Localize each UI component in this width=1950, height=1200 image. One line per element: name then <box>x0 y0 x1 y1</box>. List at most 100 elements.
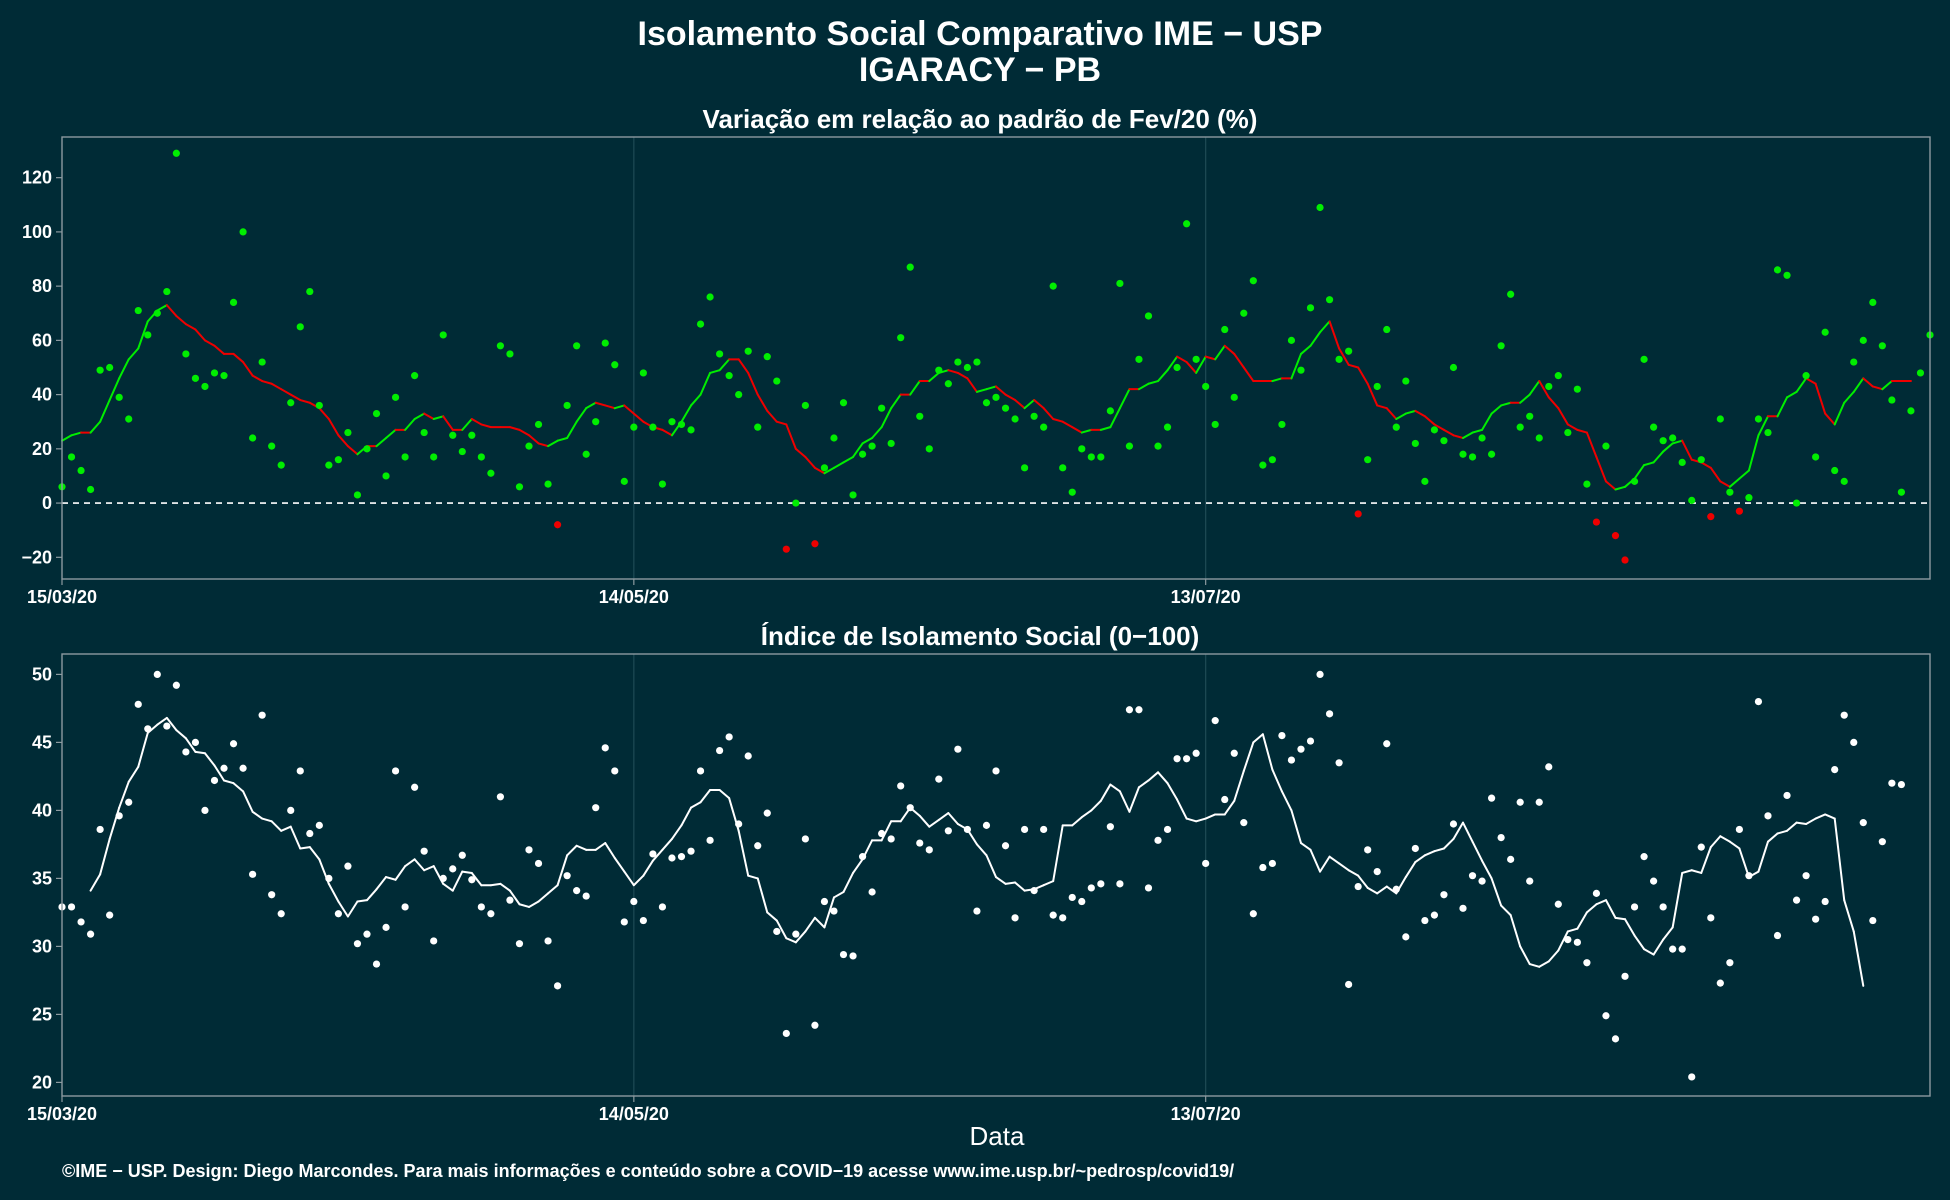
data-point <box>134 306 142 315</box>
trend-line-segment <box>1757 840 1769 873</box>
data-point <box>1630 477 1639 485</box>
data-point <box>687 426 695 434</box>
trend-line-segment <box>137 731 149 768</box>
trend-line-segment <box>1500 401 1512 407</box>
trend-line-segment <box>308 846 321 861</box>
data-point <box>1364 456 1372 464</box>
data-point <box>1049 911 1057 919</box>
data-point <box>430 937 438 945</box>
data-point <box>306 287 314 296</box>
data-point <box>96 366 104 374</box>
panel-frame <box>61 653 1931 1097</box>
trend-line-segment <box>813 916 826 929</box>
data-point <box>1249 277 1257 285</box>
data-point <box>106 911 114 919</box>
trend-line-segment <box>1157 771 1169 785</box>
trend-line-segment <box>1176 355 1188 364</box>
data-point <box>1802 372 1810 380</box>
data-point <box>1459 904 1467 912</box>
trend-line-segment <box>1624 918 1636 937</box>
data-point <box>1630 903 1639 911</box>
data-point <box>878 829 886 838</box>
trend-line-segment <box>1185 361 1198 374</box>
trend-line-segment <box>1004 393 1017 402</box>
data-point <box>1259 863 1267 872</box>
trend-line-segment <box>1423 415 1436 426</box>
trend-line-segment <box>909 380 921 396</box>
data-point <box>258 358 266 366</box>
data-point <box>1688 496 1696 504</box>
data-point <box>1116 880 1124 888</box>
data-point <box>620 918 628 926</box>
data-point <box>1287 336 1296 344</box>
trend-line-segment <box>1566 423 1579 431</box>
trend-line-segment <box>508 426 521 431</box>
data-point <box>1869 916 1877 925</box>
data-point <box>982 399 991 407</box>
data-point <box>1011 415 1019 423</box>
trend-line-segment <box>1814 813 1827 820</box>
trend-line-segment <box>871 426 883 439</box>
trend-line-segment <box>61 434 73 442</box>
data-point <box>1306 304 1315 312</box>
data-point <box>1840 477 1848 485</box>
trend-line-segment <box>518 428 530 437</box>
data-point <box>1535 798 1543 806</box>
data-point <box>1745 494 1753 502</box>
trend-line-segment <box>718 358 731 372</box>
data-point <box>439 874 447 883</box>
data-point <box>1449 363 1458 372</box>
data-point <box>925 846 933 854</box>
data-point <box>754 842 762 850</box>
trend-line-segment <box>1014 881 1026 892</box>
panel2-title: Índice de Isolamento Social (0−100) <box>761 621 1200 651</box>
y-tick-label: 40 <box>32 800 52 820</box>
data-point <box>258 711 266 719</box>
data-point <box>144 725 152 733</box>
data-point <box>239 228 247 236</box>
trend-line-segment <box>975 843 988 857</box>
trend-line-segment <box>575 407 588 423</box>
trend-line-segment <box>1366 886 1379 895</box>
data-point <box>1106 407 1114 415</box>
data-point <box>134 700 142 708</box>
trend-line-segment <box>251 374 264 383</box>
data-point <box>1192 749 1200 757</box>
data-point <box>1402 933 1410 941</box>
trend-line-segment <box>594 842 607 851</box>
trend-line-segment <box>1585 431 1598 458</box>
trend-line-segment <box>785 423 797 450</box>
data-point <box>306 829 314 838</box>
data-point <box>106 363 114 372</box>
trend-line-segment <box>89 420 102 434</box>
trend-line-segment <box>127 347 140 361</box>
data-point <box>992 393 1000 401</box>
data-point <box>239 764 247 772</box>
data-point <box>639 916 647 925</box>
trend-line-segment <box>1414 409 1426 418</box>
data-point <box>1287 756 1296 764</box>
trend-line-segment <box>1681 439 1693 461</box>
trend-line-segment <box>1452 434 1464 439</box>
data-point <box>630 423 638 431</box>
trend-line-segment <box>289 825 302 850</box>
trend-line-segment <box>1109 407 1121 429</box>
trend-line-segment <box>118 780 130 809</box>
trend-line-segment <box>975 388 988 393</box>
data-point <box>1087 884 1095 892</box>
trend-line-segment <box>1871 385 1884 391</box>
trend-line-segment <box>842 871 855 893</box>
trend-line-segment <box>1519 393 1531 404</box>
trend-line-segment <box>1042 880 1055 887</box>
data-point <box>630 897 638 906</box>
trend-line-segment <box>718 789 731 800</box>
trend-line-segment <box>1376 404 1388 410</box>
trend-line-segment <box>1328 855 1341 865</box>
trend-line-segment <box>1023 399 1036 410</box>
data-point <box>1592 518 1601 526</box>
data-point <box>1869 298 1877 307</box>
data-point <box>839 399 848 407</box>
data-point <box>506 896 514 904</box>
trend-line-segment <box>995 385 1007 396</box>
trend-line-segment <box>1223 799 1236 816</box>
